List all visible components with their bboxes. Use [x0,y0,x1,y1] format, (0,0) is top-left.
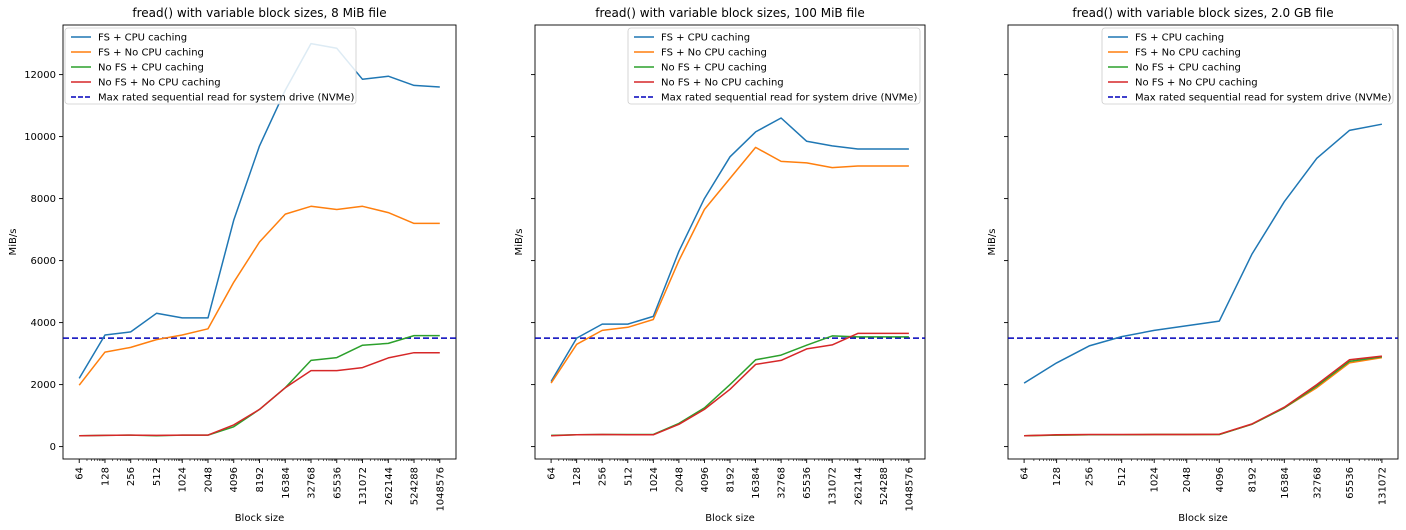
x-tick-label: 256 [598,467,609,486]
x-tick-label: 2048 [1182,467,1193,492]
y-axis-label: MiB/s [514,229,525,256]
legend-label: FS + No CPU caching [98,48,204,59]
legend-label: No FS + No CPU caching [1135,78,1258,89]
y-tick-label: 12000 [24,70,56,81]
x-tick-label: 32768 [307,467,318,499]
x-tick-label: 16384 [281,467,292,499]
x-axis-label: Block size [705,513,755,524]
legend-box [627,27,921,105]
x-tick-label: 2048 [203,467,214,492]
legend-label: No FS + CPU caching [98,63,204,74]
y-tick-label: 8000 [31,194,56,205]
x-tick-label: 524288 [879,467,890,505]
legend-label: FS + No CPU caching [1135,48,1241,59]
x-tick-label: 1024 [178,467,189,492]
x-tick-label: 256 [126,467,137,486]
x-tick-label: 1024 [649,467,660,492]
x-tick-label: 65536 [1345,467,1356,499]
x-tick-label: 32768 [777,467,788,499]
series-line-4 [1024,355,1382,437]
chart-panel-1: fread() with variable block sizes, 8 MiB… [8,6,457,524]
x-tick-label: 64 [1020,467,1031,480]
series-line-3 [1024,355,1383,437]
legend-label: FS + No CPU caching [661,48,767,59]
x-tick-label: 512 [1117,467,1128,486]
legend: FS + CPU caching FS + No CPU caching No FS… [64,27,357,105]
x-tick-label: 512 [623,467,634,486]
chart-title: fread() with variable block sizes, 100 M… [595,6,864,20]
x-tick-label: 128 [100,467,111,486]
series-line-4 [551,332,909,437]
legend-label: Max rated sequential read for system dri… [98,93,354,104]
chart-panel-3: fread() with variable block sizes, 2.0 G… [987,6,1399,524]
x-tick-label: 8192 [255,467,266,492]
x-tick-label: 128 [572,467,583,486]
x-tick-label: 64 [75,467,86,480]
x-tick-label: 131072 [1377,467,1388,505]
legend-label: Max rated sequential read for system dri… [661,93,917,104]
legend-label: No FS + CPU caching [1135,63,1241,74]
chart-panel-2: fread() with variable block sizes, 100 M… [514,6,926,524]
legend-label: FS + CPU caching [98,33,187,44]
legend-label: FS + CPU caching [661,33,750,44]
legend-label: No FS + No CPU caching [98,78,221,89]
x-tick-label: 65536 [802,467,813,499]
legend: FS + CPU caching FS + No CPU caching No FS… [627,27,921,105]
series-line-1 [550,117,909,382]
x-tick-label: 65536 [332,467,343,499]
x-tick-label: 256 [1085,467,1096,486]
legend-label: No FS + No CPU caching [661,78,784,89]
x-tick-label: 4096 [700,467,711,492]
x-tick-label: 1048576 [435,467,446,512]
chart-title: fread() with variable block sizes, 8 MiB… [132,6,386,20]
y-tick-label: 4000 [31,318,56,329]
y-tick-label: 10000 [24,132,56,143]
x-tick-label: 16384 [751,467,762,499]
series-line-2 [78,205,440,386]
x-axis-label: Block size [1178,513,1228,524]
y-tick-label: 0 [50,442,56,453]
x-tick-label: 8192 [1247,467,1258,492]
x-tick-label: 131072 [828,467,839,505]
legend-box [64,27,357,105]
x-tick-label: 512 [152,467,163,486]
series-line-2 [550,146,909,384]
legend-label: Max rated sequential read for system dri… [1135,93,1391,104]
x-tick-label: 32768 [1312,467,1323,499]
x-tick-label: 262144 [853,467,864,505]
x-tick-label: 4096 [229,467,240,492]
y-tick-label: 2000 [31,380,56,391]
series-line-3 [551,335,909,437]
x-tick-label: 524288 [410,467,421,505]
x-tick-label: 1048576 [904,467,915,512]
x-tick-label: 131072 [358,467,369,505]
x-tick-label: 8192 [726,467,737,492]
x-tick-label: 4096 [1215,467,1226,492]
series-line-1 [1023,123,1383,384]
y-tick-label: 6000 [31,256,56,267]
y-axis-label: MiB/s [987,229,998,256]
x-tick-label: 1024 [1150,467,1161,492]
y-axis-label: MiB/s [8,229,19,256]
chart-title: fread() with variable block sizes, 2.0 G… [1072,6,1333,20]
x-tick-label: 2048 [674,467,685,492]
legend: FS + CPU caching FS + No CPU caching No FS… [1101,27,1394,105]
series-line-2 [1024,356,1383,437]
plot-frame [1007,24,1399,460]
x-axis-label: Block size [235,513,285,524]
series-line-1 [78,42,440,379]
x-tick-label: 64 [547,467,558,480]
x-tick-label: 128 [1052,467,1063,486]
legend-label: No FS + CPU caching [661,63,767,74]
x-tick-label: 16384 [1280,467,1291,499]
legend-box [1101,27,1394,105]
legend-label: FS + CPU caching [1135,33,1224,44]
series-line-4 [79,351,440,437]
series-line-3 [79,334,440,437]
x-tick-label: 262144 [384,467,395,505]
